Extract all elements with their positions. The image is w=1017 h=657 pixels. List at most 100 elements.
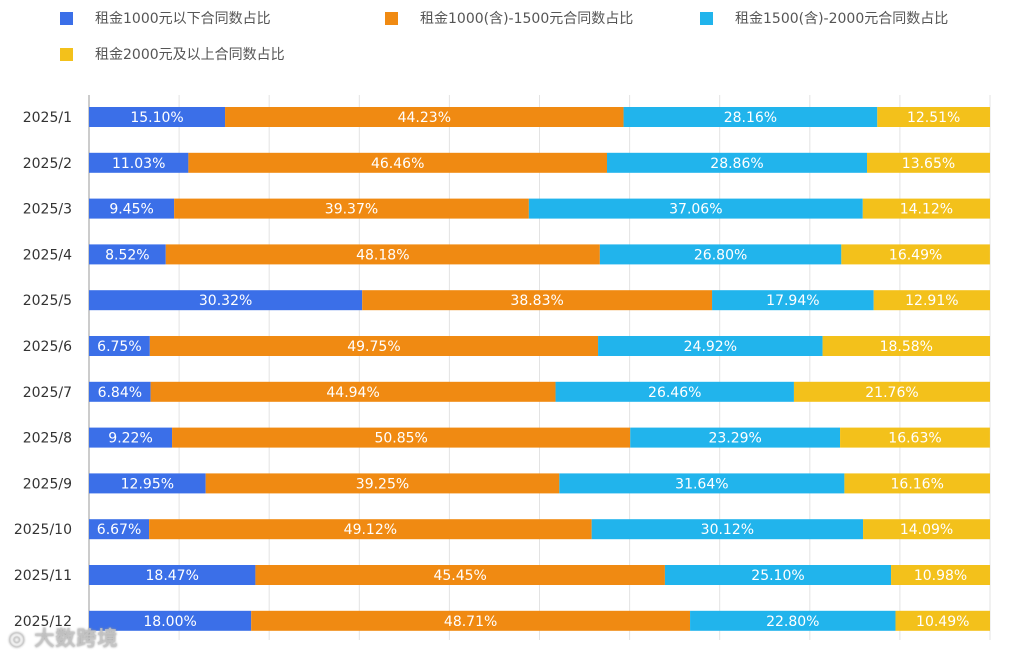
data-label: 45.45% [433, 568, 486, 584]
data-label: 49.75% [347, 339, 400, 355]
data-label: 26.46% [648, 385, 701, 401]
category-tick-label: 2025/4 [23, 247, 72, 263]
bar-segment [172, 427, 631, 448]
bar-segment [528, 198, 863, 219]
category-tick-label: 2025/1 [23, 110, 72, 126]
category-tick-label: 2025/6 [23, 339, 72, 355]
legend-label: 租金1000(含)-1500元合同数占比 [420, 11, 634, 27]
legend-item[interactable]: 租金1000元以下合同数占比 [60, 8, 271, 28]
category-tick-label: 2025/7 [23, 385, 72, 401]
data-label: 49.12% [344, 522, 397, 538]
data-label: 37.06% [669, 202, 722, 218]
bar-segment [149, 519, 592, 540]
legend-item[interactable]: 租金2000元及以上合同数占比 [60, 44, 285, 64]
bar-segment [165, 244, 600, 265]
bar-segment [867, 152, 990, 173]
legend-label: 租金1500(含)-2000元合同数占比 [735, 11, 949, 27]
bar-segment [895, 610, 990, 631]
data-label: 28.86% [710, 156, 763, 172]
bar-segment [89, 381, 151, 402]
category-tick-label: 2025/8 [23, 431, 72, 447]
data-label: 48.71% [444, 614, 497, 630]
data-label: 44.23% [398, 110, 451, 126]
bar-segment [174, 198, 529, 219]
data-label: 13.65% [902, 156, 955, 172]
legend-label: 租金2000元及以上合同数占比 [95, 47, 285, 63]
legend-swatch [700, 11, 713, 25]
bar-segment [255, 565, 665, 585]
data-label: 39.25% [356, 476, 409, 492]
bar-segment [841, 244, 990, 265]
bar-segment [877, 107, 990, 127]
data-label: 6.84% [98, 385, 142, 401]
bar-segment [89, 107, 226, 127]
bar-segment [862, 198, 990, 219]
data-label: 17.94% [766, 293, 819, 309]
bar-segment [599, 244, 842, 265]
data-label: 30.32% [199, 293, 252, 309]
data-label: 6.67% [97, 522, 141, 538]
data-label: 48.18% [356, 247, 409, 263]
data-label: 25.10% [751, 568, 804, 584]
data-label: 39.37% [325, 202, 378, 218]
bar-segment [863, 519, 990, 540]
bar-segment [664, 565, 892, 585]
data-label: 8.52% [105, 247, 149, 263]
category-tick-label: 2025/2 [23, 156, 72, 172]
bar-segment [822, 336, 990, 356]
data-label: 30.12% [701, 522, 754, 538]
data-label: 22.80% [766, 614, 819, 630]
bar-segment [89, 610, 252, 631]
legend-swatch [60, 11, 73, 25]
bar-segment [89, 519, 150, 540]
category-tick-label: 2025/11 [14, 568, 72, 584]
bar-segment [891, 565, 990, 585]
legend-swatch [60, 47, 73, 61]
watermark-logo: ◎ 大数跨境 [8, 626, 119, 650]
legend-label: 租金1000元以下合同数占比 [95, 11, 271, 27]
data-label: 31.64% [675, 476, 728, 492]
data-label: 6.75% [97, 339, 141, 355]
category-tick-label: 2025/10 [14, 522, 72, 538]
data-label: 16.49% [889, 247, 942, 263]
bar-segment [89, 336, 150, 356]
data-label: 14.12% [900, 202, 953, 218]
bar-segment [712, 290, 874, 311]
data-label: 12.91% [905, 293, 958, 309]
bar-segment [188, 152, 607, 173]
data-label: 26.80% [694, 247, 747, 263]
data-label: 12.95% [121, 476, 174, 492]
bar-segment [559, 473, 845, 494]
data-label: 50.85% [374, 431, 427, 447]
bar-segment [630, 427, 841, 448]
data-label: 38.83% [510, 293, 563, 309]
data-label: 9.45% [109, 202, 153, 218]
bar-segment [89, 198, 175, 219]
data-label: 15.10% [130, 110, 183, 126]
category-tick-label: 2025/12 [14, 614, 72, 630]
category-tick-label: 2025/3 [23, 202, 72, 218]
legend-item[interactable]: 租金1500(含)-2000元合同数占比 [700, 8, 948, 28]
data-label: 12.51% [907, 110, 960, 126]
bar-segment [598, 336, 823, 356]
bar-segment [793, 381, 990, 402]
data-label: 14.09% [900, 522, 953, 538]
bar-segment [555, 381, 794, 402]
bar-segment [149, 336, 599, 356]
bar-segment [89, 565, 256, 585]
bar-segment [89, 244, 166, 265]
data-label: 18.58% [880, 339, 933, 355]
bar-segment [844, 473, 990, 494]
data-label: 21.76% [865, 385, 918, 401]
data-label: 18.47% [146, 568, 199, 584]
bar-segment [606, 152, 868, 173]
bar-segment [251, 610, 691, 631]
bar-segment [873, 290, 990, 311]
data-label: 10.98% [914, 568, 967, 584]
data-label: 46.46% [371, 156, 424, 172]
data-label: 10.49% [916, 614, 969, 630]
data-label: 23.29% [708, 431, 761, 447]
bar-segment [89, 290, 363, 311]
legend-item[interactable]: 租金1000(含)-1500元合同数占比 [385, 8, 633, 28]
